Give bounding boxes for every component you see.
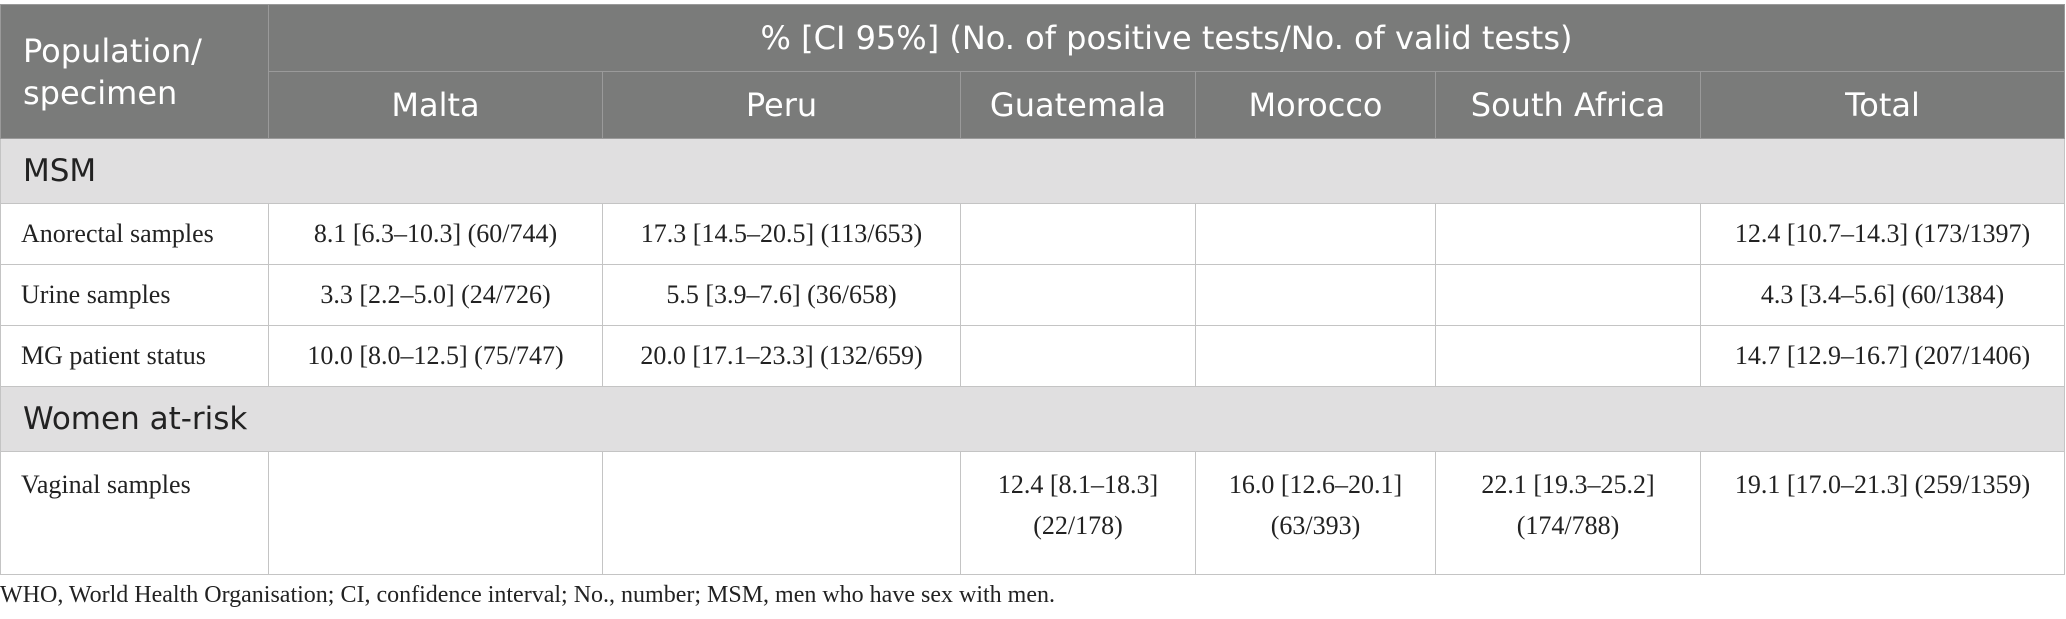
table-row: Urine samples 3.3 [2.2–5.0] (24/726) 5.5…	[0, 264, 2066, 326]
table-cell: 5.5 [3.9–7.6] (36/658)	[602, 264, 961, 326]
table-cell	[602, 451, 961, 575]
table-cell	[960, 325, 1196, 387]
table-cell	[1435, 264, 1701, 326]
table-cell: 12.4 [10.7–14.3] (173/1397)	[1699, 203, 2066, 265]
table-row: Anorectal samples 8.1 [6.3–10.3] (60/744…	[0, 203, 2066, 265]
population-specimen-header: Population/ specimen	[0, 4, 269, 139]
prevalence-table: Population/ specimen % [CI 95%] (No. of …	[0, 4, 2066, 575]
table-cell: 8.1 [6.3–10.3] (60/744)	[268, 203, 603, 265]
row-label: MG patient status	[0, 325, 269, 387]
table-cell: 17.3 [14.5–20.5] (113/653)	[602, 203, 961, 265]
column-header-peru: Peru	[602, 71, 961, 139]
column-header-malta: Malta	[268, 71, 603, 139]
section-row-women-at-risk: Women at-risk	[0, 386, 2066, 452]
table-cell	[1435, 325, 1701, 387]
table-cell: 20.0 [17.1–23.3] (132/659)	[602, 325, 961, 387]
table-row: Vaginal samples 12.4 [8.1–18.3] (22/178)…	[0, 451, 2066, 575]
row-label: Urine samples	[0, 264, 269, 326]
span-title-header: % [CI 95%] (No. of positive tests/No. of…	[267, 4, 2066, 72]
column-header-south-africa: South Africa	[1435, 71, 1701, 139]
header-row-top: Population/ specimen % [CI 95%] (No. of …	[0, 4, 2066, 139]
section-title: Women at-risk	[0, 386, 2066, 452]
row-label: Vaginal samples	[0, 451, 269, 575]
table-cell: 3.3 [2.2–5.0] (24/726)	[268, 264, 603, 326]
table-cell	[960, 203, 1196, 265]
table-cell	[1435, 203, 1701, 265]
table-cell	[1195, 203, 1436, 265]
table-cell: 16.0 [12.6–20.1] (63/393)	[1195, 451, 1436, 575]
table-cell	[268, 451, 603, 575]
table-cell: 12.4 [8.1–18.3] (22/178)	[960, 451, 1196, 575]
column-header-morocco: Morocco	[1195, 71, 1436, 139]
table-cell: 10.0 [8.0–12.5] (75/747)	[268, 325, 603, 387]
row-label: Anorectal samples	[0, 203, 269, 265]
table-cell	[1195, 325, 1436, 387]
header-row-countries: Malta Peru Guatemala Morocco South Afric…	[1, 71, 2066, 139]
table-cell	[960, 264, 1196, 326]
table-cell: 19.1 [17.0–21.3] (259/1359)	[1699, 451, 2066, 575]
column-header-total: Total	[1699, 71, 2066, 139]
table-cell	[1195, 264, 1436, 326]
column-header-guatemala: Guatemala	[960, 71, 1196, 139]
table-row: MG patient status 10.0 [8.0–12.5] (75/74…	[0, 325, 2066, 387]
table-cell: 22.1 [19.3–25.2] (174/788)	[1435, 451, 1701, 575]
table-footnote: WHO, World Health Organisation; CI, conf…	[0, 582, 1055, 608]
table-cell: 14.7 [12.9–16.7] (207/1406)	[1699, 325, 2066, 387]
table-cell: 4.3 [3.4–5.6] (60/1384)	[1699, 264, 2066, 326]
section-row-msm: MSM	[0, 138, 2066, 204]
section-title: MSM	[0, 138, 2066, 204]
